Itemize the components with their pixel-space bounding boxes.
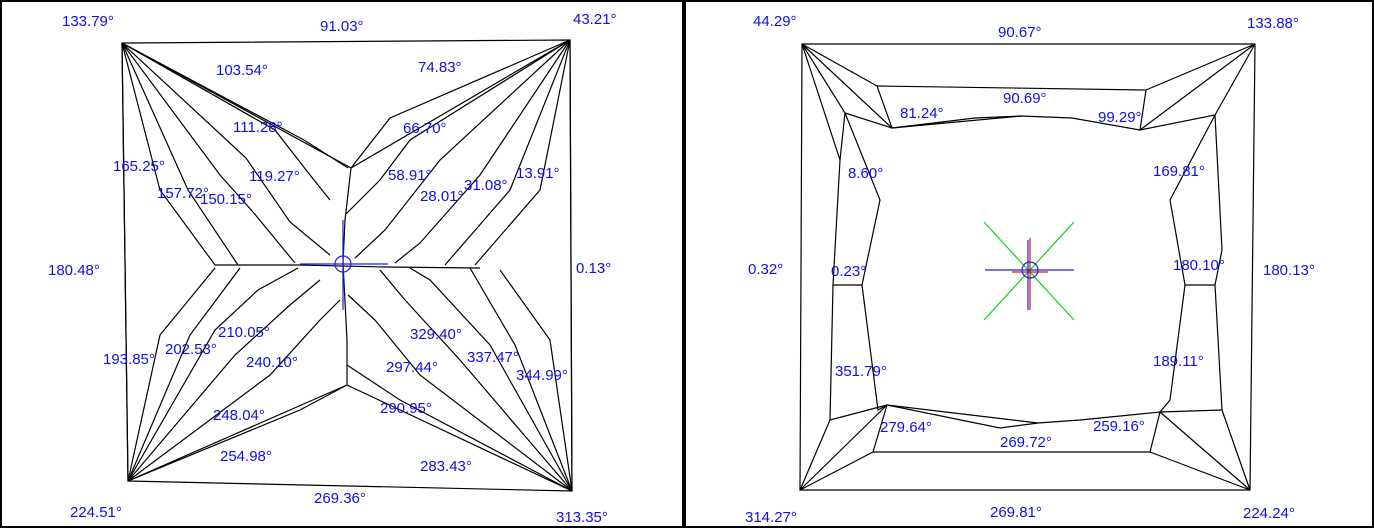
left-facet-label: 202.53° xyxy=(165,341,217,358)
left-corner-bottom-right: 313.35° xyxy=(556,509,608,526)
left-edge-left: 180.48° xyxy=(48,262,100,279)
left-facet-label: 157.72° xyxy=(157,185,209,202)
left-corner-bottom-left: 224.51° xyxy=(70,504,122,521)
left-facet-label: 344.99° xyxy=(516,367,568,384)
right-edge-top: 90.67° xyxy=(998,24,1042,41)
right-center-crosshair xyxy=(983,221,1075,321)
right-facet-label: 269.72° xyxy=(1000,434,1052,451)
right-corner-bottom-right: 224.24° xyxy=(1243,505,1295,522)
right-corner-bottom-left: 314.27° xyxy=(745,509,797,526)
left-facet-label: 210.05° xyxy=(218,324,270,341)
left-labels: 133.79° 43.21° 224.51° 313.35° 91.03° 18… xyxy=(48,11,617,526)
left-panel-frame xyxy=(0,0,684,528)
left-edge-top: 91.03° xyxy=(320,18,364,35)
left-edge-right: 0.13° xyxy=(576,260,611,277)
left-facet-label: 31.08° xyxy=(464,177,508,194)
right-edge-bottom: 269.81° xyxy=(990,504,1042,521)
left-corner-top-right: 43.21° xyxy=(573,11,617,28)
left-facet-label: 13.91° xyxy=(516,165,560,182)
left-facet-label: 119.27° xyxy=(249,168,300,185)
right-facet-label: 90.69° xyxy=(1003,90,1047,107)
right-facet-label: 351.79° xyxy=(835,363,887,380)
left-facet-label: 66.70° xyxy=(403,120,447,137)
right-facet-label: 180.10° xyxy=(1173,257,1225,274)
left-facet-label: 74.83° xyxy=(418,59,462,76)
right-panel-frame xyxy=(684,0,1374,528)
right-facet-label: 259.16° xyxy=(1093,418,1145,435)
left-facet-label: 337.47° xyxy=(467,349,519,366)
right-facet-label: 0.23° xyxy=(831,263,866,280)
right-facet-lines xyxy=(799,43,1256,491)
left-facet-label: 297.44° xyxy=(386,359,438,376)
right-facet-label: 169.81° xyxy=(1153,163,1205,180)
right-facet-label: 99.29° xyxy=(1098,109,1142,126)
left-facet-label: 165.25° xyxy=(113,158,165,175)
left-facet-label: 248.04° xyxy=(213,407,265,424)
right-facet-label: 279.64° xyxy=(880,419,932,436)
right-corner-top-right: 133.88° xyxy=(1247,15,1299,32)
left-facet-label: 254.98° xyxy=(220,448,272,465)
left-facet-label: 150.15° xyxy=(200,191,252,208)
left-facet-label: 103.54° xyxy=(216,62,268,79)
right-facet-label: 81.24° xyxy=(900,105,944,122)
left-facet-label: 111.28° xyxy=(233,119,283,136)
right-facet-label: 8.60° xyxy=(848,165,883,182)
right-labels: 44.29° 133.88° 314.27° 224.24° 90.67° 0.… xyxy=(745,13,1315,526)
left-facet-label: 240.10° xyxy=(246,354,298,371)
right-edge-right: 180.13° xyxy=(1263,262,1315,279)
right-facet-label: 189.11° xyxy=(1153,353,1204,370)
left-facet-label: 329.40° xyxy=(410,326,462,343)
right-edge-left: 0.32° xyxy=(748,261,783,278)
left-facet-label: 58.91° xyxy=(388,167,432,184)
left-center-crosshair xyxy=(300,220,388,310)
left-facet-lines xyxy=(121,39,573,492)
left-edge-bottom: 269.36° xyxy=(314,490,366,507)
left-facet-label: 28.01° xyxy=(420,188,464,205)
right-corner-top-left: 44.29° xyxy=(753,13,797,30)
left-facet-label: 283.43° xyxy=(420,458,472,475)
left-facet-label: 193.85° xyxy=(103,351,155,368)
left-corner-top-left: 133.79° xyxy=(62,13,114,30)
left-facet-label: 290.95° xyxy=(380,400,432,417)
